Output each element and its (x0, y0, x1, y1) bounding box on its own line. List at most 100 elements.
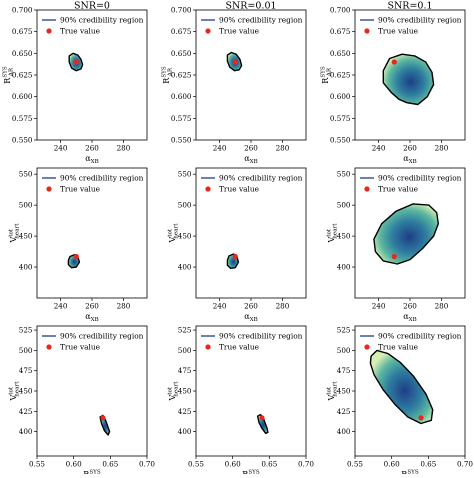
column-title: SNR=0.1 (387, 1, 432, 12)
y-tick-label: 425 (337, 407, 351, 416)
y-tick-label: 450 (337, 232, 351, 241)
column-title: SNR=0.01 (225, 1, 276, 12)
x-axis-label: RSYSAR (401, 470, 419, 475)
subplot-r0c2: SNR=0.1 240 260 280 0.550 0.575 0.600 0.625 0.65… (321, 1, 466, 165)
y-tick-label: 450 (19, 232, 33, 241)
x-axis-label: αXB (403, 312, 417, 323)
true-value-marker (232, 253, 238, 260)
y-tick-label: 500 (19, 346, 33, 355)
x-axis-label: αXB (403, 154, 417, 165)
y-tick-label: 525 (19, 326, 33, 335)
y-tick-label: 425 (19, 407, 33, 416)
true-value-marker (391, 59, 397, 65)
legend-label-region: 90% credibility region (378, 332, 462, 341)
x-tick-label: 240 (372, 144, 386, 153)
y-tick-label: 500 (178, 201, 192, 210)
y-tick-label: 500 (337, 201, 351, 210)
legend: 90% credibility region True value (360, 332, 462, 352)
true-value-marker (391, 253, 397, 260)
y-tick-label: 0.650 (330, 49, 351, 58)
legend-label-true: True value (219, 343, 259, 352)
y-tick-label: 0.600 (171, 92, 192, 101)
y-axis-label: RSYSAR (3, 66, 15, 84)
legend-label-true: True value (60, 27, 100, 36)
y-tick-label: 400 (19, 427, 33, 436)
subplot-r0c1: SNR=0.01 240 260 280 0.550 0.575 0.600 0.625 0.6… (162, 1, 307, 165)
legend-label-region: 90% credibility region (219, 174, 303, 183)
x-axis-label: RSYSAR (242, 470, 260, 475)
y-tick-label: 450 (178, 387, 192, 396)
y-tick-label: 0.550 (12, 136, 33, 145)
y-tick-label: 525 (337, 326, 351, 335)
y-tick-label: 500 (337, 346, 351, 355)
y-axis-label: Vtotheart (327, 381, 339, 402)
legend: 90% credibility region True value (360, 16, 462, 36)
legend: 90% credibility region True value (42, 16, 144, 36)
x-axis-label: αXB (85, 312, 99, 323)
legend-label-region: 90% credibility region (60, 174, 144, 183)
y-tick-label: 0.575 (171, 114, 192, 123)
y-tick-label: 550 (19, 170, 33, 179)
legend-marker-swatch (205, 28, 211, 34)
legend-marker-swatch (46, 28, 52, 34)
legend-label-region: 90% credibility region (378, 16, 462, 25)
y-axis-label: Vtotheart (168, 223, 180, 244)
true-value-marker (73, 253, 79, 260)
x-tick-label: 280 (276, 302, 290, 311)
x-axis-label: αXB (85, 154, 99, 165)
subplot-r2c2: 0.55 0.60 0.65 0.70 400 425 450 475 500 525 RSYSAR… (327, 326, 474, 478)
legend-marker-swatch (364, 186, 370, 192)
x-tick-label: 260 (85, 144, 99, 153)
legend-label-true: True value (60, 185, 100, 194)
legend-marker-swatch (364, 344, 370, 350)
true-value-marker (100, 415, 106, 421)
subplot-r1c0: 240 260 280 400 450 500 550 αXB Vtotheart 90% cre… (9, 167, 148, 323)
legend-marker-swatch (46, 186, 52, 192)
legend: 90% credibility region True value (201, 174, 303, 194)
x-tick-label: 260 (403, 144, 417, 153)
x-tick-label: 0.70 (298, 460, 314, 469)
x-tick-label: 260 (403, 302, 417, 311)
y-tick-label: 0.675 (12, 27, 33, 36)
x-tick-label: 280 (435, 302, 449, 311)
legend-label-true: True value (378, 343, 418, 352)
x-axis-label: αXB (244, 312, 258, 323)
subplot-r2c1: 0.55 0.60 0.65 0.70 400 425 450 475 500 525 RSYSAR… (168, 326, 315, 478)
x-tick-label: 240 (372, 302, 386, 311)
y-tick-label: 400 (337, 427, 351, 436)
y-tick-label: 450 (178, 232, 192, 241)
legend-label-region: 90% credibility region (219, 332, 303, 341)
y-tick-label: 0.600 (12, 92, 33, 101)
y-axis-label: Vtotheart (327, 223, 339, 244)
x-tick-label: 0.60 (384, 460, 400, 469)
y-tick-label: 500 (178, 346, 192, 355)
y-axis-label: RSYSAR (321, 66, 333, 84)
x-tick-label: 280 (117, 302, 131, 311)
y-tick-label: 0.575 (330, 114, 351, 123)
y-tick-label: 400 (19, 263, 33, 272)
legend-label-true: True value (219, 27, 259, 36)
legend-label-true: True value (378, 27, 418, 36)
x-tick-label: 0.55 (29, 460, 45, 469)
legend: 90% credibility region True value (42, 332, 144, 352)
legend-label-region: 90% credibility region (219, 16, 303, 25)
x-tick-label: 280 (276, 144, 290, 153)
legend-label-true: True value (60, 343, 100, 352)
y-tick-label: 0.650 (171, 49, 192, 58)
subplot-r2c0: 0.55 0.60 0.65 0.70 400 425 450 475 500 525 RSYSAR… (9, 326, 156, 478)
subplot-r1c1: 240 260 280 400 450 500 550 αXB Vtotheart 90% cre… (168, 167, 307, 323)
x-tick-label: 240 (54, 144, 68, 153)
x-axis-label: αXB (244, 154, 258, 165)
y-tick-label: 0.575 (12, 114, 33, 123)
y-tick-label: 0.700 (12, 6, 33, 15)
x-axis-label: RSYSAR (83, 470, 101, 475)
y-tick-label: 0.700 (330, 6, 351, 15)
x-tick-label: 0.60 (66, 460, 82, 469)
y-tick-label: 0.600 (330, 92, 351, 101)
x-tick-label: 0.65 (102, 460, 118, 469)
y-tick-label: 0.650 (12, 49, 33, 58)
y-tick-label: 0.625 (12, 71, 33, 80)
legend-label-region: 90% credibility region (378, 174, 462, 183)
